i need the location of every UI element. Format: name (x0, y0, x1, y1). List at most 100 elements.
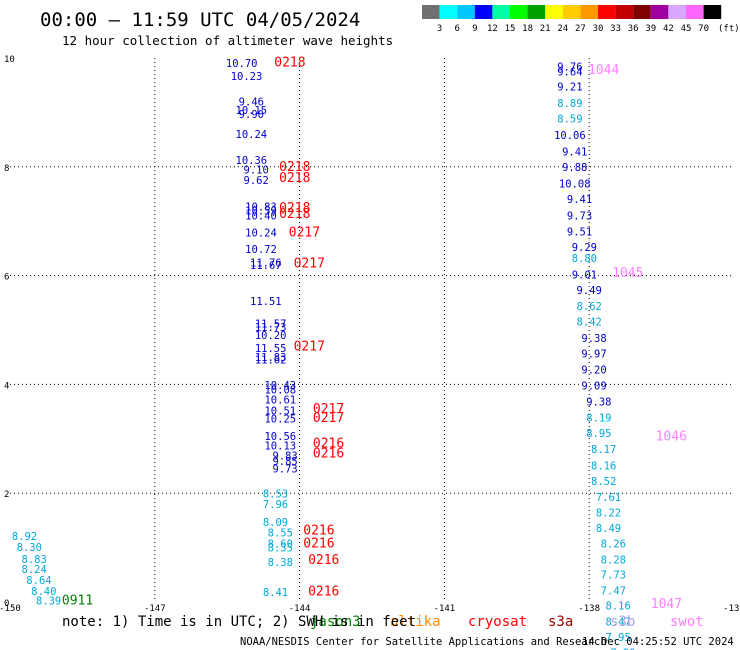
wave-height-value: 11.67 (250, 260, 282, 272)
wave-height-value: 8.19 (586, 412, 611, 424)
wave-height-value: 7.73 (601, 570, 626, 582)
color-scale-label: 27 (575, 24, 586, 34)
color-box (686, 5, 704, 19)
wave-height-value: 8.09 (263, 517, 288, 529)
legend-altika: altika (390, 614, 441, 630)
wave-height-value: 7.29 (610, 647, 635, 650)
color-box (510, 5, 528, 19)
color-box (615, 5, 634, 19)
wave-height-value: 10.23 (231, 71, 263, 83)
legend-s3b: s3b (610, 614, 635, 630)
color-scale-label: 9 (472, 24, 477, 34)
wave-height-value: 10.13 (264, 441, 296, 453)
legend-jason3: jason3 (310, 614, 361, 630)
pass-time-label: 0216 (308, 553, 339, 568)
wave-height-value: 8.39 (36, 596, 61, 608)
x-tick-label: -135 (723, 604, 740, 614)
color-box (650, 5, 669, 19)
pass-time-label: 0217 (313, 402, 344, 417)
legend-s3a: s3a (548, 614, 573, 630)
pass-time-label: 1044 (588, 63, 619, 78)
wave-height-value: 9.76 (557, 62, 582, 74)
pass-time-label: 0217 (313, 411, 344, 426)
pass-time-label: 0216 (303, 524, 334, 539)
wave-height-value: 9.10 (244, 164, 269, 176)
wave-height-value: 10.08 (559, 178, 591, 190)
wave-height-value: 10.36 (236, 155, 268, 167)
wave-height-value: 8.26 (601, 539, 626, 551)
wave-height-value: 8.41 (263, 587, 288, 599)
wave-height-value: 11.55 (255, 343, 287, 355)
wave-height-value: 9.62 (244, 175, 269, 187)
wave-height-value: 9.51 (567, 226, 592, 238)
wave-height-value: 8.24 (21, 564, 46, 576)
pass-time-label: 0217 (289, 225, 320, 240)
wave-height-value: 8.28 (601, 554, 626, 566)
plot-grid (10, 58, 734, 602)
wave-height-value: 10.25 (264, 413, 296, 425)
color-box (703, 5, 722, 19)
satellite-legend: jason3 altika cryosat s3a s3b swot (310, 614, 704, 630)
wave-height-value: 8.60 (268, 539, 293, 551)
chart-title: 00:00 — 11:59 UTC 04/05/2024 (40, 9, 360, 31)
color-box (527, 5, 546, 19)
wave-height-value: 8.30 (17, 542, 42, 554)
color-box (439, 5, 458, 19)
color-scale-label: 30 (593, 24, 604, 34)
wave-height-value: 10.59 (245, 206, 277, 218)
color-box (474, 5, 493, 19)
wave-height-value: 9.21 (557, 82, 582, 94)
wave-height-value: 11.57 (255, 318, 287, 330)
wave-height-value: 9.83 (272, 450, 297, 462)
wave-height-value: 10.15 (236, 105, 268, 117)
wave-height-value: 8.22 (596, 508, 621, 520)
color-scale-label: 6 (454, 24, 459, 34)
color-scale-label: 42 (663, 24, 674, 34)
color-box (562, 5, 581, 19)
wave-height-value: 9.01 (572, 269, 597, 281)
wave-height-value: 9.46 (239, 96, 264, 108)
pass-time-label: 0218 (279, 207, 310, 222)
wave-height-value: 10.08 (264, 385, 296, 397)
pass-time-label: 0216 (308, 584, 339, 599)
data-marks: 10.7010.239.4610.159.9010.2410.369.109.6… (12, 56, 687, 650)
wave-height-value: 9.88 (562, 162, 587, 174)
pass-time-label: 0218 (279, 171, 310, 186)
wave-height-value: 8.16 (606, 601, 631, 613)
color-scale-label: 15 (505, 24, 516, 34)
wave-height-value: 8.42 (577, 317, 602, 329)
footer-credit: NOAA/NESDIS Center for Satellite Applica… (240, 636, 607, 648)
pass-time-label: 0217 (294, 340, 325, 355)
wave-height-value: 7.95 (606, 632, 631, 644)
wave-height-value: 9.20 (581, 365, 606, 377)
wave-height-value: 8.59 (557, 114, 582, 126)
wave-height-value: 11.73 (255, 322, 287, 334)
y-tick-label: 2 (4, 490, 9, 500)
pass-time-label: 0216 (303, 537, 334, 552)
wave-height-value: 11.62 (255, 355, 287, 367)
y-tick-label: 6 (4, 273, 9, 283)
wave-height-value: 10.40 (245, 211, 277, 223)
wave-height-value: 9.97 (581, 349, 606, 361)
wave-height-value: 9.73 (272, 464, 297, 476)
wave-height-value: 10.06 (554, 130, 586, 142)
color-box (598, 5, 616, 19)
wave-height-value: 8.64 (26, 575, 51, 587)
wave-height-value: 9.41 (562, 146, 587, 158)
wave-height-value: 10.43 (264, 380, 296, 392)
color-scale-label: 45 (681, 24, 692, 34)
x-tick-label: -147 (144, 604, 166, 614)
color-scale-label: 3 (437, 24, 442, 34)
legend-swot: swot (670, 614, 704, 630)
wave-height-value: 8.92 (12, 531, 37, 543)
wave-height-value: 8.89 (557, 98, 582, 110)
wave-height-value: 7.61 (596, 492, 621, 504)
chart-subtitle: 12 hour collection of altimeter wave hei… (62, 33, 393, 48)
wave-height-value: 8.80 (572, 253, 597, 265)
wave-height-value: 10.56 (264, 431, 296, 443)
wave-height-value: 8.35 (268, 542, 293, 554)
color-scale-label: 24 (557, 24, 568, 34)
color-box (580, 5, 598, 19)
y-tick-label: 8 (4, 164, 9, 174)
wave-height-value: 8.53 (263, 489, 288, 501)
